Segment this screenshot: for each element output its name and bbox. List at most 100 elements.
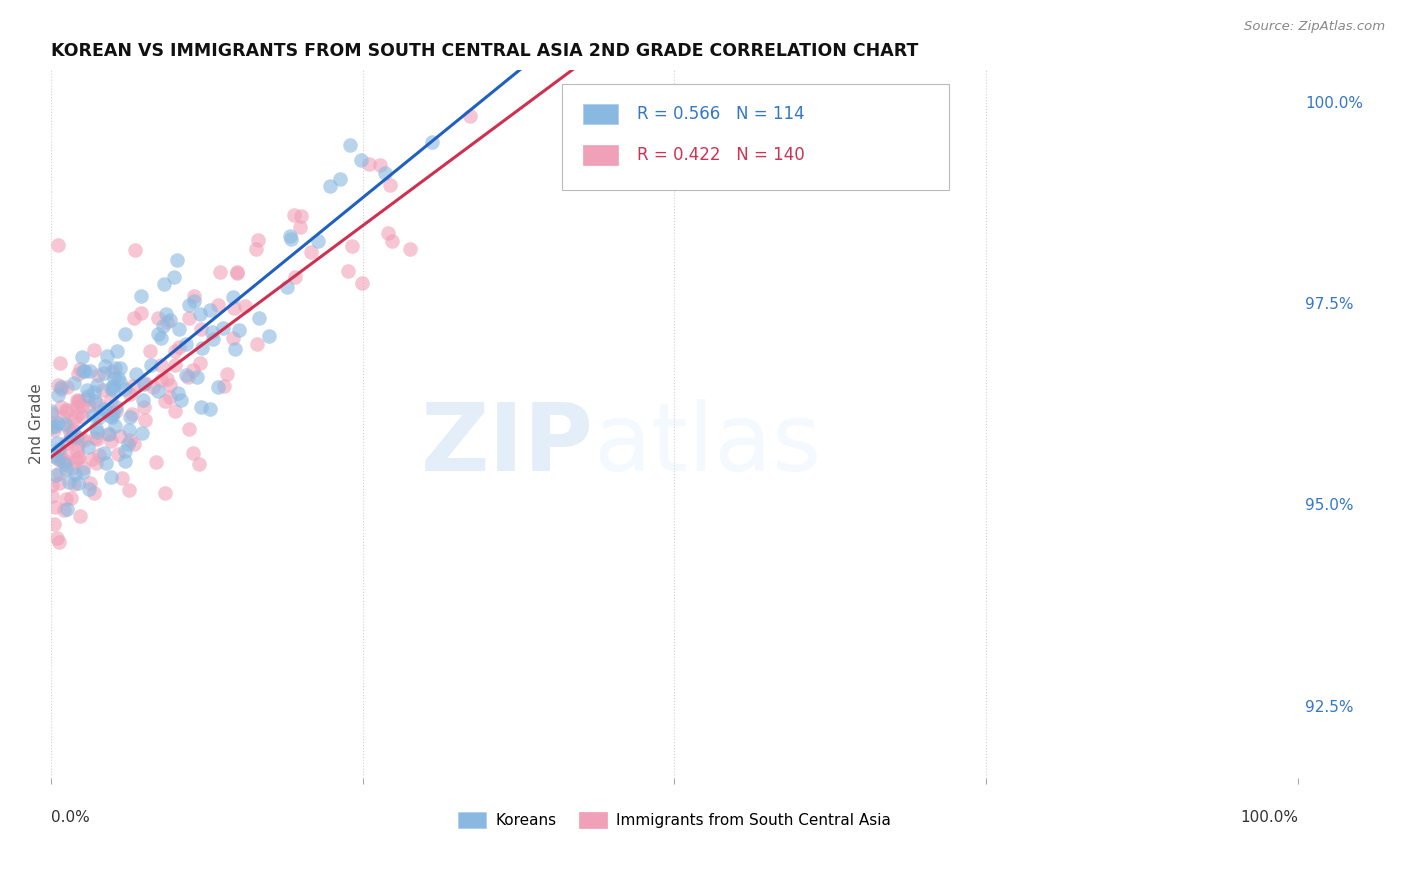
Point xyxy=(73,364,96,378)
Point xyxy=(122,379,145,393)
Point xyxy=(166,253,188,268)
Text: Source: ZipAtlas.com: Source: ZipAtlas.com xyxy=(1244,20,1385,33)
Point xyxy=(141,358,163,372)
Text: R = 0.422   N = 140: R = 0.422 N = 140 xyxy=(637,145,804,163)
Point xyxy=(55,403,77,417)
Point xyxy=(233,299,256,313)
Point xyxy=(84,431,107,445)
Point xyxy=(76,383,98,397)
Point xyxy=(134,377,156,392)
Point xyxy=(139,343,162,358)
Point xyxy=(117,436,139,450)
Point xyxy=(226,266,249,280)
Point xyxy=(82,408,104,422)
Point xyxy=(49,380,72,394)
Point xyxy=(103,371,125,385)
Point xyxy=(120,433,142,447)
Text: R = 0.566   N = 114: R = 0.566 N = 114 xyxy=(637,105,804,123)
Point xyxy=(82,452,104,467)
Point xyxy=(122,310,145,325)
Point xyxy=(179,298,201,312)
Point xyxy=(163,269,186,284)
Point xyxy=(131,392,153,407)
Point xyxy=(278,229,301,244)
Point xyxy=(101,409,124,424)
Point xyxy=(48,356,70,370)
Point xyxy=(66,430,89,444)
Point xyxy=(105,404,128,418)
Point xyxy=(150,331,173,345)
Point xyxy=(129,306,152,320)
Point xyxy=(72,410,94,425)
Point xyxy=(177,310,200,325)
Point xyxy=(283,208,305,222)
Point xyxy=(46,238,69,252)
Point xyxy=(93,446,115,460)
Bar xyxy=(583,145,619,165)
Point xyxy=(100,381,122,395)
Point xyxy=(44,418,66,433)
Point xyxy=(211,321,233,335)
Point xyxy=(53,503,76,517)
Point xyxy=(70,350,93,364)
Point xyxy=(72,460,94,475)
Point xyxy=(100,470,122,484)
Point xyxy=(58,475,80,490)
Point xyxy=(55,436,77,450)
Point xyxy=(125,367,148,381)
Point xyxy=(329,172,352,186)
Point xyxy=(188,307,211,321)
Point xyxy=(45,468,67,483)
Point xyxy=(48,442,70,456)
Point xyxy=(86,425,108,439)
Point xyxy=(69,509,91,524)
Point xyxy=(51,409,73,423)
Point xyxy=(79,475,101,490)
Point xyxy=(56,419,79,434)
Point xyxy=(48,535,70,549)
Legend: Koreans, Immigrants from South Central Asia: Koreans, Immigrants from South Central A… xyxy=(453,806,897,834)
Point xyxy=(163,343,186,358)
Point xyxy=(84,456,107,470)
Point xyxy=(118,386,141,401)
Point xyxy=(153,394,176,409)
Point xyxy=(48,451,70,466)
Point xyxy=(87,368,110,382)
Point xyxy=(87,448,110,462)
Point xyxy=(56,446,79,460)
Point xyxy=(217,367,239,381)
Point xyxy=(53,457,76,471)
Point xyxy=(377,226,399,240)
Point xyxy=(280,232,302,246)
Point xyxy=(86,378,108,392)
Point xyxy=(174,368,197,382)
Point xyxy=(170,393,193,408)
Text: atlas: atlas xyxy=(593,400,821,491)
Point xyxy=(201,325,224,339)
Point xyxy=(51,454,73,468)
Point xyxy=(67,450,90,465)
Point xyxy=(53,417,76,431)
FancyBboxPatch shape xyxy=(562,84,949,190)
Point xyxy=(66,476,89,491)
Point xyxy=(65,401,87,415)
Point xyxy=(129,289,152,303)
Point xyxy=(150,358,173,372)
Y-axis label: 2nd Grade: 2nd Grade xyxy=(30,384,44,465)
Point xyxy=(110,361,132,376)
Point xyxy=(142,380,165,394)
Point xyxy=(121,407,143,421)
Point xyxy=(188,356,211,370)
Point xyxy=(145,455,167,469)
Point xyxy=(55,403,77,417)
Point xyxy=(76,440,98,454)
Point xyxy=(167,340,190,354)
Point xyxy=(107,447,129,461)
Point xyxy=(339,138,361,153)
Point xyxy=(66,394,89,409)
Point xyxy=(246,336,269,351)
Point xyxy=(165,358,187,372)
Point xyxy=(183,363,205,377)
Point xyxy=(63,467,86,482)
Point xyxy=(198,401,221,416)
